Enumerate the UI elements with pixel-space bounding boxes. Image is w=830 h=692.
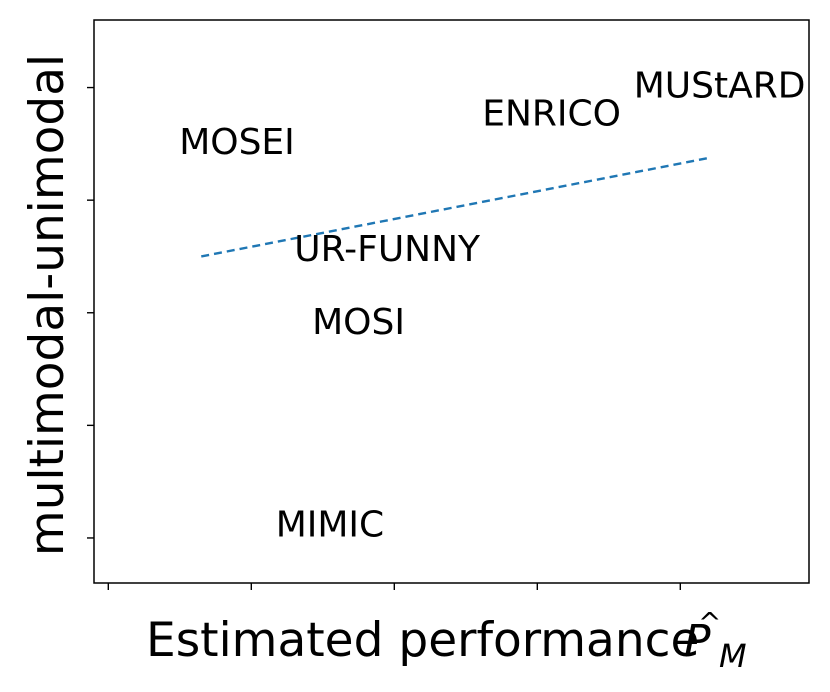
plot-frame (93, 19, 810, 584)
point-label-ur-funny: UR-FUNNY (294, 229, 481, 270)
y-axis-ticks (87, 86, 94, 539)
point-label-mosei: MOSEI (179, 122, 295, 163)
point-label-mimic: MIMIC (276, 505, 385, 546)
x-axis-ticks (107, 583, 681, 590)
x-axis-math-symbol: P (684, 616, 711, 667)
x-axis-math-accent: ^ (698, 606, 721, 639)
y-axis-label: multimodal-unimodal (20, 54, 75, 556)
point-label-mosi: MOSI (312, 302, 405, 343)
point-label-mustard: MUStARD (634, 66, 806, 107)
point-labels: MUStARD ENRICO MOSEI UR-FUNNY MOSI MIMIC (179, 66, 805, 546)
x-axis-math-subscript: M (719, 637, 747, 675)
x-axis-label: Estimated performance P ^ M (146, 606, 747, 675)
trendline (201, 156, 710, 258)
x-axis-label-text: Estimated performance (146, 613, 699, 668)
point-label-enrico: ENRICO (482, 94, 621, 135)
